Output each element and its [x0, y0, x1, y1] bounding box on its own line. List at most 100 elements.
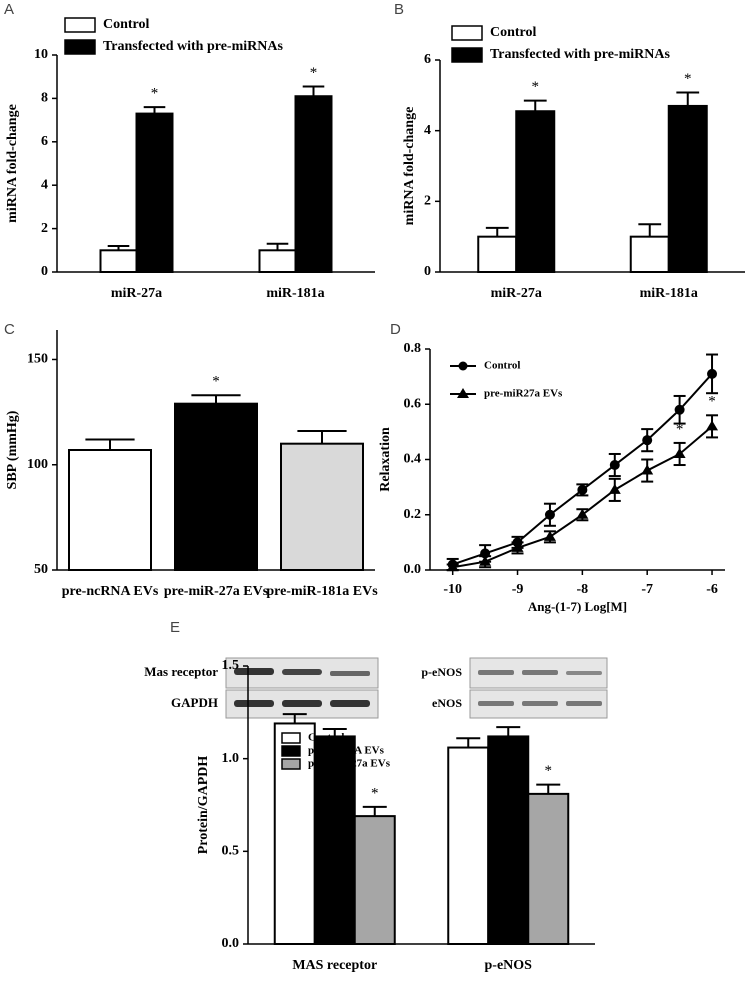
x-axis-label: Ang-(1-7) Log[M] [528, 599, 627, 614]
panel-label: B [394, 1, 404, 18]
y-tick-label: 0 [41, 264, 48, 279]
y-tick-label: 50 [34, 562, 48, 577]
annotation: * [676, 421, 684, 437]
error-bar [266, 242, 289, 251]
annotation: * [212, 374, 220, 390]
blot-label: eNOS [432, 696, 462, 710]
error-bar [282, 713, 307, 724]
blot-band [234, 668, 274, 675]
y-tick-label: 0.4 [404, 452, 422, 467]
legend-label: pre-miR-27a EVs [308, 758, 391, 770]
bar [447, 746, 490, 946]
blot-band [234, 700, 274, 707]
marker [642, 435, 653, 446]
legend-label: Transfected with pre-miRNAs [103, 39, 283, 54]
annotation: * [310, 65, 318, 81]
annotation: * [545, 763, 553, 779]
legend-swatch [451, 25, 483, 41]
marker [479, 555, 492, 566]
western-blots: Mas receptor GAPDH p-eNOS eNOS [144, 657, 608, 719]
legend-marker [457, 388, 469, 398]
error-bar [107, 244, 130, 251]
legend-label: Control [103, 17, 150, 32]
marker [707, 368, 718, 379]
x-tick-label: -6 [706, 582, 718, 597]
legend-label: Control [308, 732, 344, 744]
bar [515, 110, 556, 273]
y-tick-label: 0.0 [404, 562, 422, 577]
error-bar [523, 99, 547, 112]
x-tick-label: -9 [512, 582, 524, 597]
marker [544, 509, 555, 520]
legend-swatch [281, 732, 301, 744]
marker [609, 460, 620, 471]
blot-band [566, 701, 602, 706]
legend-label: pre-ncRNA EVs [308, 745, 385, 757]
marker [446, 561, 459, 572]
marker [673, 447, 686, 458]
y-tick-label: 0.8 [404, 341, 422, 356]
y-tick-label: 0.5 [222, 844, 240, 859]
y-axis-label: Protein/GAPDH [196, 756, 211, 855]
legend-label: Control [490, 25, 537, 40]
error-bar [485, 226, 509, 237]
blot-band [282, 700, 322, 707]
blot-band [478, 670, 514, 675]
blot-label: p-eNOS [421, 665, 462, 679]
x-tick-label: -8 [577, 582, 589, 597]
line [452, 373, 713, 566]
x-tick-label: -7 [641, 582, 653, 597]
annotation: * [532, 79, 540, 95]
y-tick-label: 6 [41, 134, 48, 149]
y-tick-label: 150 [27, 352, 48, 367]
legend-marker [458, 361, 468, 371]
blot-band [282, 669, 322, 675]
marker [576, 508, 589, 519]
y-axis-label: miRNA fold-change [5, 104, 20, 223]
y-tick-label: 1.5 [222, 658, 240, 673]
x-tick-label: pre-miR-27a EVs [164, 584, 269, 599]
legend-label: Transfected with pre-miRNAs [490, 47, 670, 62]
legend-label: pre-miR27a EVs [484, 388, 563, 400]
x-tick-label: pre-ncRNA EVs [62, 584, 159, 599]
error-bar [302, 85, 325, 97]
y-tick-label: 10 [34, 47, 48, 62]
y-axis-label: miRNA fold-change [402, 107, 417, 226]
bar [68, 449, 152, 571]
y-tick-label: 6 [424, 52, 431, 67]
error-bar [143, 106, 166, 114]
legend-swatch [281, 758, 301, 770]
error-bar [638, 223, 662, 237]
error-bar [536, 783, 561, 794]
legend-swatch [451, 47, 483, 63]
blot-label: GAPDH [171, 695, 218, 710]
y-tick-label: 2 [41, 221, 48, 236]
bar [174, 402, 258, 571]
marker [511, 541, 524, 552]
legend-swatch [64, 17, 96, 33]
marker [577, 484, 588, 495]
y-tick-label: 0.0 [222, 936, 240, 951]
bar [99, 249, 138, 274]
bar [477, 235, 518, 274]
x-tick-label: MAS receptor [292, 958, 377, 973]
annotation: * [684, 71, 692, 87]
legend-label: Control [484, 360, 520, 372]
blot-band [330, 671, 370, 676]
y-tick-label: 8 [41, 91, 48, 106]
x-tick-label: miR-181a [640, 286, 698, 301]
error-bar [191, 394, 241, 404]
line [452, 425, 713, 569]
y-axis-label: SBP (mmHg) [5, 410, 20, 489]
y-tick-label: 0.6 [404, 396, 422, 411]
bar [280, 442, 364, 571]
y-tick-label: 2 [424, 194, 431, 209]
x-tick-label: miR-27a [111, 286, 162, 301]
marker [706, 420, 719, 431]
bar [135, 112, 174, 273]
bar [629, 235, 670, 274]
marker [608, 483, 621, 494]
marker [641, 464, 654, 475]
error-bar [496, 726, 521, 737]
